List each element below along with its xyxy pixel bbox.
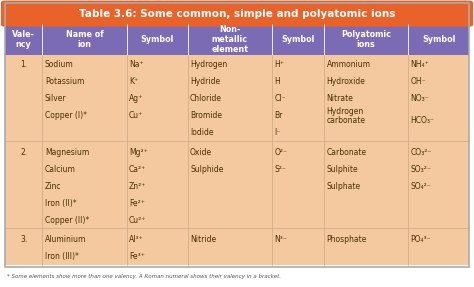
Text: Hydride: Hydride (190, 77, 220, 86)
Text: HCO₃⁻: HCO₃⁻ (410, 116, 435, 125)
Text: Fe²⁺: Fe²⁺ (129, 199, 145, 208)
Text: Hydrogen: Hydrogen (327, 107, 364, 116)
Text: H: H (274, 77, 280, 86)
Text: Nitrate: Nitrate (327, 94, 353, 103)
Text: Hydrogen: Hydrogen (190, 60, 227, 69)
Text: Aluminium: Aluminium (45, 235, 86, 245)
Text: N³⁻: N³⁻ (274, 235, 287, 245)
Text: Sulphite: Sulphite (327, 165, 358, 174)
Text: Polyatomic
ions: Polyatomic ions (341, 30, 391, 49)
Text: NO₃⁻: NO₃⁻ (410, 94, 429, 103)
Text: Phosphate: Phosphate (327, 235, 367, 245)
Text: Name of
ion: Name of ion (66, 30, 103, 49)
Text: Iron (II)*: Iron (II)* (45, 199, 76, 208)
Text: SO₃²⁻: SO₃²⁻ (410, 165, 431, 174)
Text: Ca²⁺: Ca²⁺ (129, 165, 146, 174)
Text: Iodide: Iodide (190, 128, 213, 137)
Text: Hydroxide: Hydroxide (327, 77, 365, 86)
Text: I⁻: I⁻ (274, 128, 281, 137)
Text: Table 3.6: Some common, simple and polyatomic ions: Table 3.6: Some common, simple and polya… (79, 9, 395, 19)
Text: carbonate: carbonate (327, 116, 365, 125)
Text: PO₄³⁻: PO₄³⁻ (410, 235, 431, 245)
Text: Ag⁺: Ag⁺ (129, 94, 143, 103)
Text: 1.: 1. (20, 60, 27, 69)
Text: OH⁻: OH⁻ (410, 77, 426, 86)
Text: Symbol: Symbol (140, 35, 174, 44)
Text: Non-
metallic
element: Non- metallic element (211, 25, 248, 54)
Text: K⁺: K⁺ (129, 77, 138, 86)
Text: Sulphide: Sulphide (190, 165, 223, 174)
Text: Fe³⁺: Fe³⁺ (129, 253, 145, 261)
Text: * Some elements show more than one valency. A Roman numeral shows their valency : * Some elements show more than one valen… (7, 274, 281, 279)
Bar (5, 24, 469, 55)
Text: Iron (III)*: Iron (III)* (45, 253, 79, 261)
Text: Calcium: Calcium (45, 165, 76, 174)
Text: Copper (I)*: Copper (I)* (45, 111, 87, 120)
Text: Cu⁺: Cu⁺ (129, 111, 143, 120)
Text: Symbol: Symbol (422, 35, 456, 44)
Text: Bromide: Bromide (190, 111, 222, 120)
Text: S²⁻: S²⁻ (274, 165, 286, 174)
Text: Ammonium: Ammonium (327, 60, 371, 69)
Text: Oxide: Oxide (190, 148, 212, 157)
Text: Br: Br (274, 111, 283, 120)
Text: Al³⁺: Al³⁺ (129, 235, 144, 245)
Text: Copper (II)*: Copper (II)* (45, 216, 89, 225)
Text: O²⁻: O²⁻ (274, 148, 287, 157)
Text: H⁺: H⁺ (274, 60, 284, 69)
Text: Potassium: Potassium (45, 77, 84, 86)
Text: CO₃²⁻: CO₃²⁻ (410, 148, 432, 157)
Text: Zn²⁺: Zn²⁺ (129, 182, 146, 191)
Text: Na⁺: Na⁺ (129, 60, 144, 69)
Text: Cl⁻: Cl⁻ (274, 94, 286, 103)
Text: Vale-
ncy: Vale- ncy (12, 30, 35, 49)
Text: Silver: Silver (45, 94, 66, 103)
Text: Symbol: Symbol (281, 35, 315, 44)
FancyBboxPatch shape (1, 1, 473, 27)
Bar (5, 55, 469, 265)
Text: SO₄²⁻: SO₄²⁻ (410, 182, 431, 191)
Text: Zinc: Zinc (45, 182, 61, 191)
Text: Magnesium: Magnesium (45, 148, 89, 157)
Text: Cu²⁺: Cu²⁺ (129, 216, 146, 225)
Text: NH₄⁺: NH₄⁺ (410, 60, 429, 69)
Text: Sodium: Sodium (45, 60, 73, 69)
Text: Mg²⁺: Mg²⁺ (129, 148, 148, 157)
Text: Nitride: Nitride (190, 235, 216, 245)
Text: Carbonate: Carbonate (327, 148, 366, 157)
Text: 3.: 3. (20, 235, 27, 245)
Text: Chloride: Chloride (190, 94, 222, 103)
Text: Sulphate: Sulphate (327, 182, 361, 191)
Text: 2.: 2. (20, 148, 27, 157)
